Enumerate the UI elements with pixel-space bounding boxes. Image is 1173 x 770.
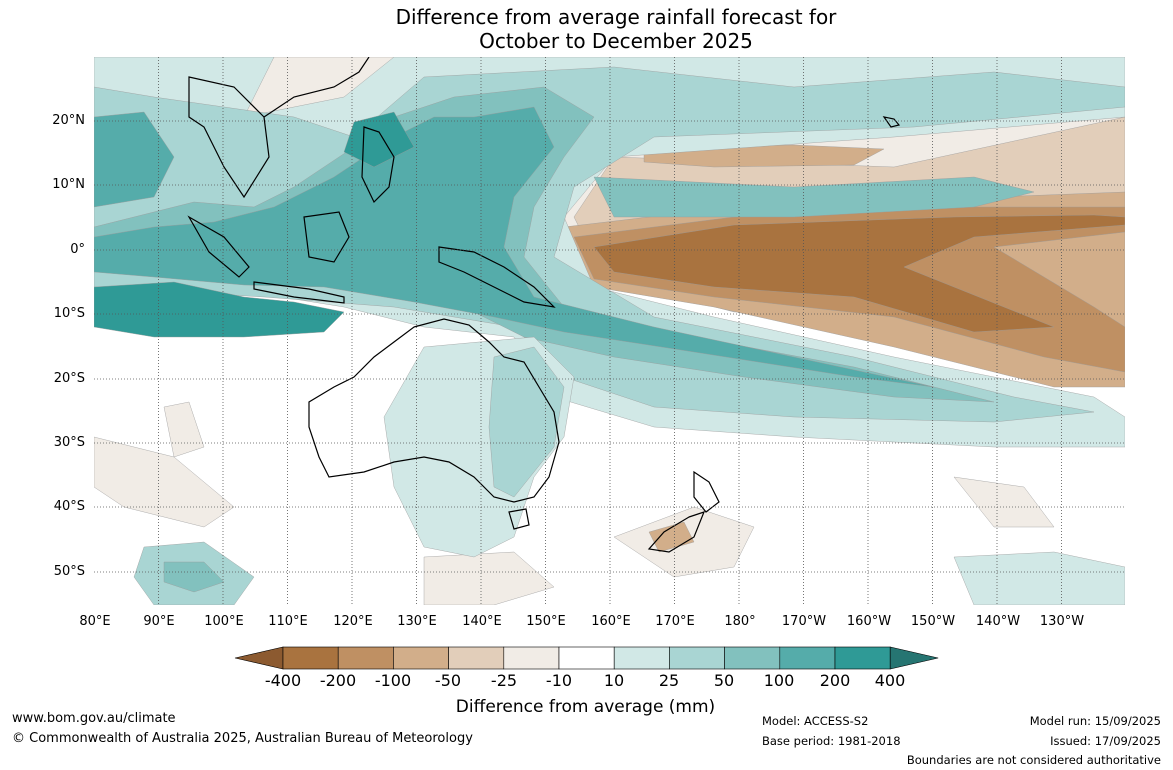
colorbar [234,646,939,670]
model-text: Model: ACCESS-S2 [762,714,869,728]
new-guinea-coastline [438,246,556,308]
lat-label: 10°S [53,306,85,321]
lon-label: 80°E [79,614,111,629]
colorbar-swatch [724,646,781,670]
borneo-coastline [303,211,350,263]
hawaii-coastline [882,116,901,128]
colorbar-tick: -25 [490,671,518,690]
colorbar-extend-high [889,646,939,670]
colorbar-tick: -10 [545,671,573,690]
lon-label: 170°E [655,614,695,629]
dry-region-strong [593,214,1125,333]
lon-label: 100°E [204,614,244,629]
lon-label: 110°E [268,614,308,629]
lon-label: 90°E [143,614,175,629]
website-text: www.bom.gov.au/climate [12,711,176,726]
colorbar-tick: 10 [603,671,625,690]
colorbar-extend-low [234,646,284,670]
copyright-text: © Commonwealth of Australia 2025, Austra… [12,731,473,746]
colorbar-tick: -200 [319,671,357,690]
lat-label: 0° [70,242,85,257]
rainfall-anomaly-map [94,57,1125,605]
dry-region-faint [423,551,555,605]
colorbar-swatch [779,646,836,670]
colorbar-tick: 100 [763,671,795,690]
coastlines [187,57,901,553]
colorbar-tick: -400 [264,671,302,690]
lat-label: 20°S [53,371,85,386]
lon-label: 170°W [781,614,827,629]
colorbar-tick: -50 [434,671,462,690]
lon-label: 140°E [462,614,502,629]
south-china-coastline [263,57,370,118]
title-line-2: October to December 2025 [479,29,753,53]
colorbar-label-text: Difference from average (mm) [455,697,716,717]
lat-label: 10°N [52,177,85,192]
issued-text: Issued: 17/09/2025 [1050,734,1161,748]
disclaimer-text: Boundaries are not considered authoritat… [906,753,1161,767]
indochina-coastline [188,76,270,199]
wet-region-mid [94,106,935,388]
colorbar-label: Difference from average (mm) [0,696,1173,718]
lon-label: 160°W [846,614,892,629]
wet-region-faint [953,551,1125,605]
dry-region-light [648,521,695,553]
colorbar-swatch [282,646,339,670]
lat-label: 30°S [53,435,85,450]
colorbar-swatch [448,646,505,670]
sumatra-coastline [187,215,250,278]
base-period-text: Base period: 1981-2018 [762,734,901,748]
java-coastline [253,281,345,304]
colorbar-swatch [669,646,725,670]
dry-region-faint [163,401,205,458]
map-canvas [94,57,1125,605]
lat-label: 40°S [53,499,85,514]
colorbar-tick: 50 [713,671,735,690]
lon-label: 180° [724,614,756,629]
colorbar-tick: 400 [874,671,906,690]
australia-coastline [308,318,560,503]
new-zealand-north-coastline [693,470,720,513]
colorbar-swatch [503,646,560,670]
colorbar-tick: -100 [374,671,412,690]
graticule [94,57,1125,605]
philippines-coastline [361,126,395,204]
lon-label: 160°E [591,614,631,629]
lon-label: 140°W [975,614,1021,629]
wet-anomaly-regions [94,57,1125,605]
lat-label: 50°S [53,564,85,579]
colorbar-swatch [393,646,449,670]
lon-label: 120°E [333,614,373,629]
chart-title: Difference from average rainfall forecas… [0,5,1173,53]
lon-label: 130°E [397,614,437,629]
lon-label: 150°E [526,614,566,629]
colorbar-swatch [558,646,615,670]
wet-region-light [163,561,225,593]
colorbar-tick: 25 [658,671,680,690]
wet-region-strong [94,281,345,338]
colorbar-tick: 200 [819,671,851,690]
new-zealand-south-coastline [647,511,706,553]
lat-label: 20°N [52,113,85,128]
colorbar-swatch [613,646,670,670]
tasmania-coastline [508,508,530,530]
dry-region-faint [953,476,1055,528]
colorbar-swatch [834,646,891,670]
lon-label: 130°W [1039,614,1085,629]
colorbar-swatch [337,646,394,670]
dry-region-faint [94,436,235,528]
wet-region-mid [94,111,175,208]
model-run-text: Model run: 15/09/2025 [1029,714,1161,728]
lon-label: 150°W [910,614,956,629]
title-line-1: Difference from average rainfall forecas… [395,5,837,29]
